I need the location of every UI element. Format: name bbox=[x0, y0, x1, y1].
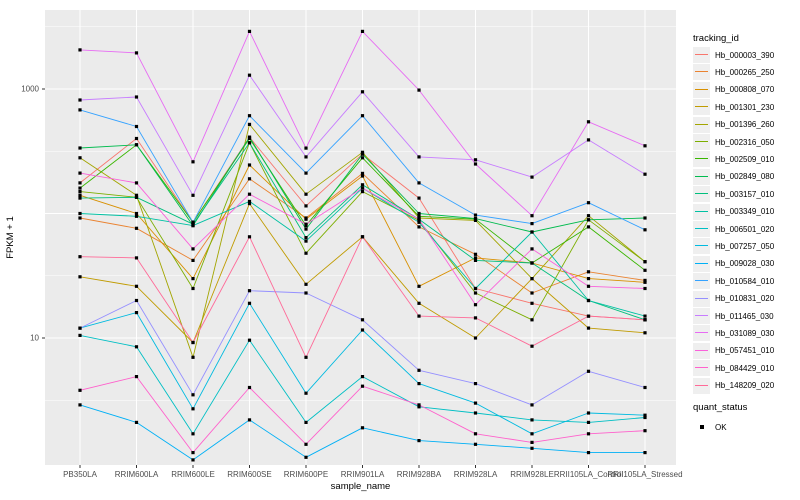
legend-entry-label: Hb_002316_050 bbox=[715, 137, 775, 147]
svg-text:RRIM600LE: RRIM600LE bbox=[171, 470, 215, 479]
legend-entry-label: Hb_000003_390 bbox=[715, 50, 775, 60]
legend-entry-Hb_148209_020: Hb_148209_020 bbox=[693, 377, 775, 394]
x-axis-title: sample_name bbox=[331, 481, 391, 492]
legend-title-quant-status: quant_status bbox=[693, 402, 748, 413]
legend-entry-Hb_007257_050: Hb_007257_050 bbox=[693, 238, 775, 255]
legend-key-line-icon bbox=[693, 273, 710, 290]
legend-entry-label: Hb_001301_230 bbox=[715, 102, 775, 112]
gridlines-minor bbox=[45, 26, 676, 401]
legend-entry-Hb_057451_010: Hb_057451_010 bbox=[693, 342, 775, 359]
legend-key-line-icon bbox=[693, 151, 710, 168]
svg-text:RRII105LA_Control: RRII105LA_Control bbox=[554, 470, 624, 479]
legend-entry-quant-ok: OK bbox=[693, 419, 727, 435]
legend-entry-label: Hb_009028_030 bbox=[715, 259, 775, 269]
legend-entry-label: OK bbox=[715, 422, 727, 432]
legend-key-line-icon bbox=[693, 255, 710, 272]
legend-key-line-icon bbox=[693, 377, 710, 394]
legend-entry-Hb_011465_030: Hb_011465_030 bbox=[693, 308, 774, 324]
svg-text:RRIM928LE: RRIM928LE bbox=[510, 470, 554, 479]
legend-key-line-icon bbox=[693, 116, 710, 133]
legend-entry-label: Hb_000265_250 bbox=[715, 67, 775, 77]
legend-entry-Hb_002849_080: Hb_002849_080 bbox=[693, 168, 775, 185]
legend-entry-label: Hb_010584_010 bbox=[715, 276, 775, 286]
legend-key-line-icon bbox=[693, 342, 710, 359]
svg-text:RRII105LA_Stressed: RRII105LA_Stressed bbox=[607, 470, 682, 479]
axis-ticks bbox=[42, 88, 646, 468]
svg-text:RRIM901LA: RRIM901LA bbox=[341, 470, 385, 479]
svg-text:1000: 1000 bbox=[21, 85, 39, 94]
legend-key-line-icon bbox=[693, 308, 710, 324]
legend-entry-label: Hb_006501_020 bbox=[715, 224, 775, 234]
plot-panel bbox=[45, 10, 676, 465]
legend-entry-Hb_000808_070: Hb_000808_070 bbox=[693, 81, 775, 98]
y-tick-labels: 1000 10 bbox=[21, 85, 39, 343]
legend-entry-label: Hb_057451_010 bbox=[715, 346, 775, 356]
legend-key-line-icon bbox=[693, 64, 710, 81]
legend-entry-label: Hb_002509_010 bbox=[715, 154, 775, 164]
legend-entry-label: Hb_007257_050 bbox=[715, 241, 775, 251]
legend-entry-Hb_003349_010: Hb_003349_010 bbox=[693, 203, 775, 220]
legend-key-line-icon bbox=[693, 203, 710, 220]
legend-entry-Hb_009028_030: Hb_009028_030 bbox=[693, 255, 775, 272]
legend-entry-label: Hb_001396_260 bbox=[715, 120, 775, 130]
svg-text:RRIM928LA: RRIM928LA bbox=[454, 470, 498, 479]
legend: tracking_id Hb_000003_390 Hb_000265_250 Hb… bbox=[688, 0, 800, 500]
legend-entry-label: Hb_003349_010 bbox=[715, 207, 775, 217]
legend-entry-Hb_084429_010: Hb_084429_010 bbox=[693, 360, 775, 377]
legend-entry-Hb_010584_010: Hb_010584_010 bbox=[693, 273, 775, 290]
legend-entry-Hb_010831_020: Hb_010831_020 bbox=[693, 290, 775, 307]
quant-ok-key-icon bbox=[693, 419, 710, 435]
legend-key-line-icon bbox=[693, 81, 710, 98]
y-axis-title: FPKM + 1 bbox=[5, 216, 16, 259]
legend-entry-label: Hb_000808_070 bbox=[715, 85, 775, 95]
legend-entry-label: Hb_031089_030 bbox=[715, 328, 775, 338]
legend-entry-label: Hb_010831_020 bbox=[715, 294, 775, 304]
legend-key-line-icon bbox=[693, 168, 710, 185]
legend-key-line-icon bbox=[693, 325, 710, 342]
data-points bbox=[78, 29, 647, 462]
x-tick-labels: PB350LA RRIM600LA RRIM600LE RRIM600SE RRIM60… bbox=[63, 470, 682, 479]
gridlines-major bbox=[45, 88, 676, 339]
svg-text:RRIM928BA: RRIM928BA bbox=[397, 470, 442, 479]
legend-entry-Hb_031089_030: Hb_031089_030 bbox=[693, 325, 775, 342]
legend-key-line-icon bbox=[693, 221, 710, 237]
legend-key-line-icon bbox=[693, 186, 710, 203]
legend-entry-label: Hb_084429_010 bbox=[715, 363, 775, 373]
legend-key-line-icon bbox=[693, 47, 710, 63]
legend-entry-Hb_003157_010: Hb_003157_010 bbox=[693, 186, 775, 203]
legend-entry-label: Hb_011465_030 bbox=[715, 311, 774, 321]
legend-key-line-icon bbox=[693, 238, 710, 255]
legend-key-line-icon bbox=[693, 360, 710, 377]
legend-entry-Hb_002316_050: Hb_002316_050 bbox=[693, 134, 774, 150]
svg-text:RRIM600LA: RRIM600LA bbox=[115, 470, 159, 479]
legend-entry-label: Hb_003157_010 bbox=[715, 189, 775, 199]
legend-title-tracking-id: tracking_id bbox=[693, 33, 739, 44]
legend-entry-Hb_002509_010: Hb_002509_010 bbox=[693, 151, 775, 168]
legend-key-line-icon bbox=[693, 290, 710, 307]
legend-key-line-icon bbox=[693, 99, 710, 116]
legend-entry-Hb_000003_390: Hb_000003_390 bbox=[693, 47, 774, 63]
legend-entry-Hb_001301_230: Hb_001301_230 bbox=[693, 99, 775, 116]
legend-entry-label: Hb_002849_080 bbox=[715, 172, 775, 182]
legend-entry-Hb_006501_020: Hb_006501_020 bbox=[693, 221, 774, 237]
legend-entry-Hb_001396_260: Hb_001396_260 bbox=[693, 116, 775, 133]
svg-text:RRIM600SE: RRIM600SE bbox=[227, 470, 271, 479]
svg-text:10: 10 bbox=[30, 334, 39, 343]
legend-entry-label: Hb_148209_020 bbox=[715, 381, 775, 391]
fpkm-line-chart: PB350LA RRIM600LA RRIM600LE RRIM600SE RRIM60… bbox=[5, 10, 683, 492]
legend-key-line-icon bbox=[693, 134, 710, 150]
legend-entry-Hb_000265_250: Hb_000265_250 bbox=[693, 64, 775, 81]
svg-text:RRIM600PE: RRIM600PE bbox=[284, 470, 328, 479]
svg-text:PB350LA: PB350LA bbox=[63, 470, 97, 479]
